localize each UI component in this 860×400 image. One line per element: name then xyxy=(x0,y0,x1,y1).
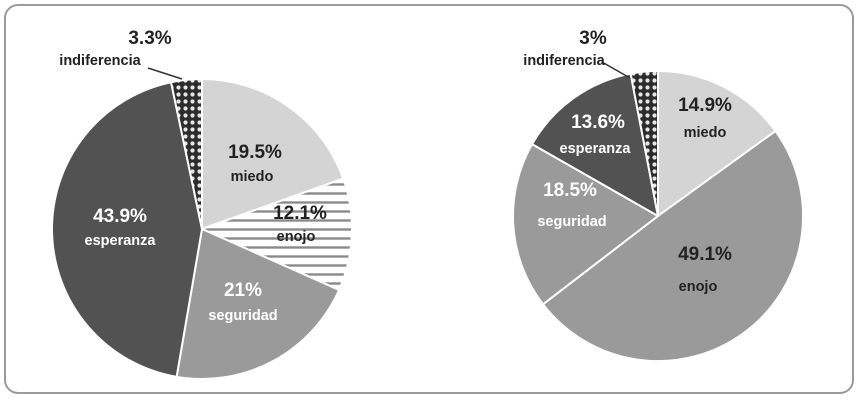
pie1-category-label-miedo: miedo xyxy=(231,169,274,185)
pie2-slice-miedo xyxy=(657,70,777,217)
pie2-slice-enojo xyxy=(541,130,805,363)
pie2-slice-seguridad xyxy=(512,143,659,306)
pie2-category-label-esperanza: esperanza xyxy=(560,141,632,157)
pie1-leader-indiferencia xyxy=(147,67,183,80)
pie1-slice-seguridad xyxy=(175,228,341,380)
pie2-category-label-miedo: miedo xyxy=(684,125,727,141)
pie2-value-label-esperanza: 13.6% xyxy=(571,112,625,133)
pie2-value-label-miedo: 14.9% xyxy=(678,95,732,116)
pie2-slice-indiferencia xyxy=(629,70,659,217)
pie1-value-label-esperanza: 43.9% xyxy=(93,206,147,227)
pie2-value-label-indiferencia: 3% xyxy=(579,28,607,49)
pie1-value-label-miedo: 19.5% xyxy=(228,142,282,163)
pie1-category-label-indiferencia: indiferencia xyxy=(59,53,141,69)
pie1-slice-miedo xyxy=(201,78,345,230)
pie2-category-label-enojo: enojo xyxy=(679,279,718,295)
pie-chart-right: 14.9% miedo 49.1% enojo 18.5% seguridad 13.6% e… xyxy=(512,28,805,363)
pie2-leader-indiferencia xyxy=(601,61,631,79)
pie2-category-label-seguridad: seguridad xyxy=(537,214,606,230)
pie1-slice-esperanza xyxy=(51,81,203,378)
pie1-category-label-esperanza: esperanza xyxy=(85,233,157,249)
pie2-slice-esperanza xyxy=(531,72,659,217)
pie1-value-label-indiferencia: 3.3% xyxy=(128,28,171,49)
pie1-value-label-enojo: 12.1% xyxy=(273,203,327,224)
pie1-slice-indiferencia xyxy=(170,78,203,230)
pie1-slice-enojo xyxy=(201,177,353,291)
pie1-category-label-seguridad: seguridad xyxy=(208,308,277,324)
pie1-value-label-seguridad: 21% xyxy=(224,280,262,301)
pie-chart-left: 19.5% miedo 12.1% enojo 21% seguridad 43.9% esp… xyxy=(51,28,353,380)
pie2-value-label-seguridad: 18.5% xyxy=(543,180,597,201)
pie2-category-label-indiferencia: indiferencia xyxy=(523,53,605,69)
pie1-category-label-enojo: enojo xyxy=(277,229,316,245)
pie2-value-label-enojo: 49.1% xyxy=(678,244,732,265)
